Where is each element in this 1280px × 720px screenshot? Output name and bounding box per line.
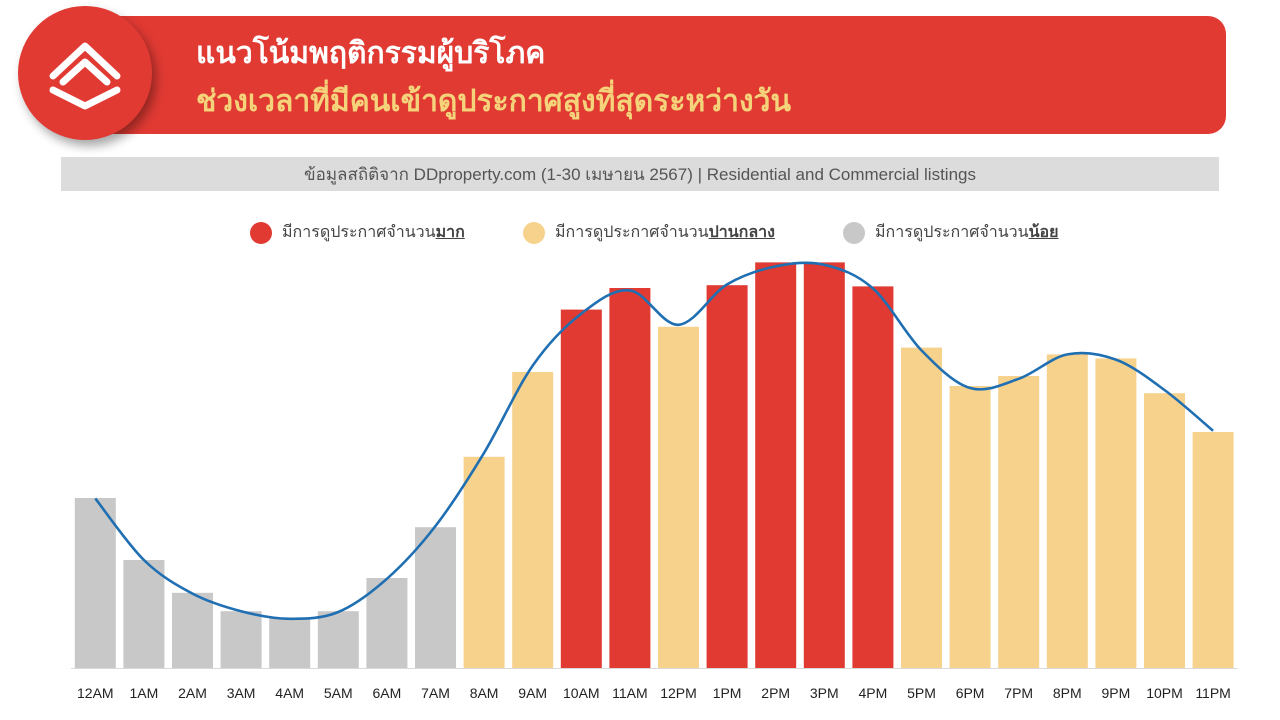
source-note: ข้อมูลสถิติจาก DDproperty.com (1-30 เมษา… xyxy=(61,157,1219,191)
x-tick-label: 2AM xyxy=(178,685,207,701)
legend-label-prefix: มีการดูประกาศจำนวน xyxy=(555,222,709,241)
x-tick-label: 3PM xyxy=(810,685,839,701)
trend-line xyxy=(94,261,1214,621)
legend-dot-high xyxy=(250,221,272,244)
logo xyxy=(18,6,152,140)
x-tick-label: 6AM xyxy=(373,685,402,701)
x-tick-label: 11AM xyxy=(612,685,648,701)
x-tick-label: 5AM xyxy=(324,685,353,701)
bar-1am xyxy=(123,560,165,668)
x-tick-label: 1AM xyxy=(130,685,159,701)
x-tick-label: 9PM xyxy=(1102,685,1131,701)
legend-dot-medium xyxy=(523,221,545,244)
x-tick-label: 12AM xyxy=(77,685,114,701)
bar-5am xyxy=(317,611,359,668)
bar-7pm xyxy=(998,376,1040,668)
x-tick-label: 10PM xyxy=(1146,685,1183,701)
bar-11am xyxy=(609,288,651,668)
bar-9am xyxy=(512,372,554,668)
legend-label-emphasis: น้อย xyxy=(1028,222,1059,241)
x-tick-label: 11PM xyxy=(1195,685,1231,701)
bar-1pm xyxy=(706,285,748,668)
header-banner xyxy=(96,16,1226,134)
bar-3am xyxy=(220,611,262,668)
bar-5pm xyxy=(901,347,942,668)
bar-10am xyxy=(560,309,602,668)
house-logo-icon xyxy=(49,42,121,110)
legend-label-prefix: มีการดูประกาศจำนวน xyxy=(282,222,436,241)
legend-item-high: มีการดูประกาศจำนวน มาก xyxy=(250,220,465,245)
x-tick-label: 3AM xyxy=(227,685,256,701)
bar-4pm xyxy=(852,286,894,668)
bar-2pm xyxy=(755,262,797,668)
bar-12pm xyxy=(658,326,699,668)
x-tick-label: 8PM xyxy=(1053,685,1082,701)
page-subtitle: ช่วงเวลาที่มีคนเข้าดูประกาศสูงที่สุดระหว… xyxy=(196,84,791,119)
x-tick-label: 6PM xyxy=(956,685,985,701)
legend-label-emphasis: ปานกลาง xyxy=(708,222,775,241)
bar-10pm xyxy=(1144,393,1185,668)
bar-8am xyxy=(463,456,505,668)
x-tick-label: 7PM xyxy=(1004,685,1033,701)
x-tick-label: 8AM xyxy=(470,685,499,701)
bar-11pm xyxy=(1192,432,1234,668)
bar-8pm xyxy=(1046,354,1088,668)
x-tick-label: 4AM xyxy=(275,685,304,701)
x-tick-label: 12PM xyxy=(660,685,697,701)
x-tick-label: 7AM xyxy=(421,685,450,701)
x-tick-label: 1PM xyxy=(713,685,742,701)
page-title: แนวโน้มพฤติกรรมผู้บริโภค xyxy=(196,36,546,71)
chart-legend: มีการดูประกาศจำนวน มาก มีการดูประกาศจำนวน… xyxy=(0,220,1280,246)
x-tick-label: 9AM xyxy=(518,685,547,701)
bar-6am xyxy=(366,578,408,668)
x-tick-label: 10AM xyxy=(563,685,600,701)
bar-3pm xyxy=(803,262,845,668)
legend-label-emphasis: มาก xyxy=(435,222,465,241)
legend-dot-low xyxy=(843,221,865,244)
x-tick-label: 5PM xyxy=(907,685,936,701)
bar-7am xyxy=(415,527,456,668)
bar-6pm xyxy=(949,386,991,668)
legend-item-medium: มีการดูประกาศจำนวน ปานกลาง xyxy=(523,220,775,245)
legend-label-prefix: มีการดูประกาศจำนวน xyxy=(875,222,1029,241)
legend-item-low: มีการดูประกาศจำนวน น้อย xyxy=(843,220,1059,245)
x-tick-label: 2PM xyxy=(761,685,790,701)
x-tick-label: 4PM xyxy=(859,685,888,701)
bar-12am xyxy=(74,498,116,668)
bar-2am xyxy=(172,592,213,668)
bar-9pm xyxy=(1095,358,1137,668)
bar-4am xyxy=(269,618,311,668)
